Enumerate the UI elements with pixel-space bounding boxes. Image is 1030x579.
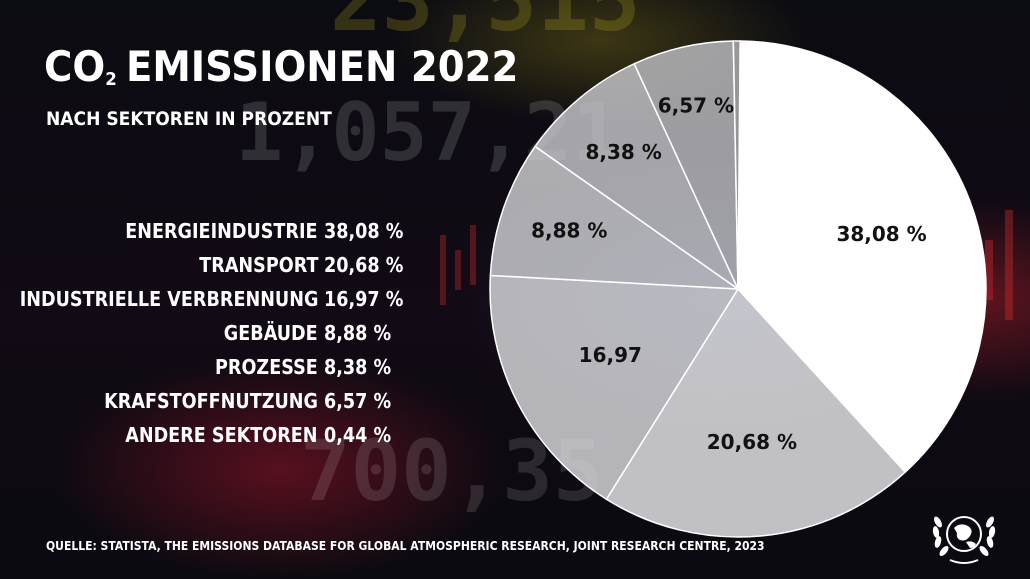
pie-slice: [534, 62, 740, 292]
pie-slice: [732, 40, 741, 290]
sector-legend: ENERGIEINDUSTRIE 38,08 % TRANSPORT 20,68 % I…: [0, 219, 430, 457]
legend-label: TRANSPORT: [198, 253, 318, 277]
legend-value: 20,68 %: [324, 253, 404, 277]
pie-slice: [489, 274, 740, 501]
legend-row: ANDERE SEKTOREN 0,44 %: [0, 423, 430, 457]
legend-label: ANDERE SEKTOREN: [125, 423, 318, 447]
slice-label: 38,08 %: [836, 222, 926, 246]
svg-text:23,515: 23,515: [330, 0, 641, 51]
slice-label: 8,38 %: [585, 140, 661, 164]
legend-label: ENERGIEINDUSTRIE: [125, 219, 318, 243]
un-emblem-icon: [932, 516, 996, 564]
legend-row: ENERGIEINDUSTRIE 38,08 %: [0, 219, 430, 253]
legend-label: KRAFSTOFFNUTZUNG: [104, 389, 318, 413]
legend-value: 8,38 %: [324, 355, 392, 379]
slice-label: 20,68 %: [707, 430, 797, 454]
pie-slice: [605, 287, 907, 538]
legend-row: INDUSTRIELLE VERBRENNUNG 16,97 %: [0, 287, 430, 321]
legend-row: PROZESSE 8,38 %: [0, 355, 430, 389]
legend-value: 0,44 %: [324, 423, 392, 447]
legend-value: 6,57 %: [324, 389, 392, 413]
title-subscript: 2: [105, 69, 117, 90]
page-title: CO2 EMISSIONEN 2022: [44, 46, 518, 90]
slice-label: 8,88 %: [531, 219, 607, 243]
legend-label: PROZESSE: [215, 355, 318, 379]
pie-slice: [737, 40, 987, 474]
pie-slice: [489, 145, 741, 290]
legend-label: INDUSTRIELLE VERBRENNUNG: [19, 287, 318, 311]
legend-label: GEBÄUDE: [224, 321, 318, 345]
title-rest: EMISSIONEN 2022: [125, 42, 519, 91]
page-subtitle: NACH SEKTOREN IN PROZENT: [46, 108, 332, 130]
legend-value: 8,88 %: [324, 321, 392, 345]
legend-value: 16,97 %: [324, 287, 404, 311]
title-co: CO: [44, 42, 106, 91]
slice-label: 6,57 %: [658, 93, 734, 117]
legend-value: 38,08 %: [324, 219, 404, 243]
slice-label: 16,97: [579, 343, 642, 367]
legend-row: GEBÄUDE 8,88 %: [0, 321, 430, 355]
legend-row: TRANSPORT 20,68 %: [0, 253, 430, 287]
source-note: QUELLE: STATISTA, THE EMISSIONS DATABASE…: [46, 539, 765, 553]
legend-row: KRAFSTOFFNUTZUNG 6,57 %: [0, 389, 430, 423]
